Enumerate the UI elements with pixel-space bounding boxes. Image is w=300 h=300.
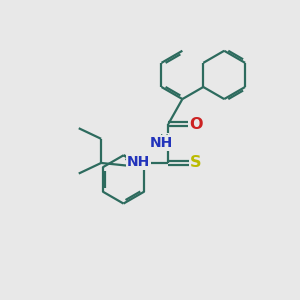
Text: NH: NH — [149, 136, 172, 150]
Text: O: O — [189, 117, 203, 132]
Text: NH: NH — [127, 155, 150, 170]
Text: H: H — [160, 134, 169, 146]
Text: H: H — [138, 153, 147, 166]
Text: S: S — [190, 155, 202, 170]
